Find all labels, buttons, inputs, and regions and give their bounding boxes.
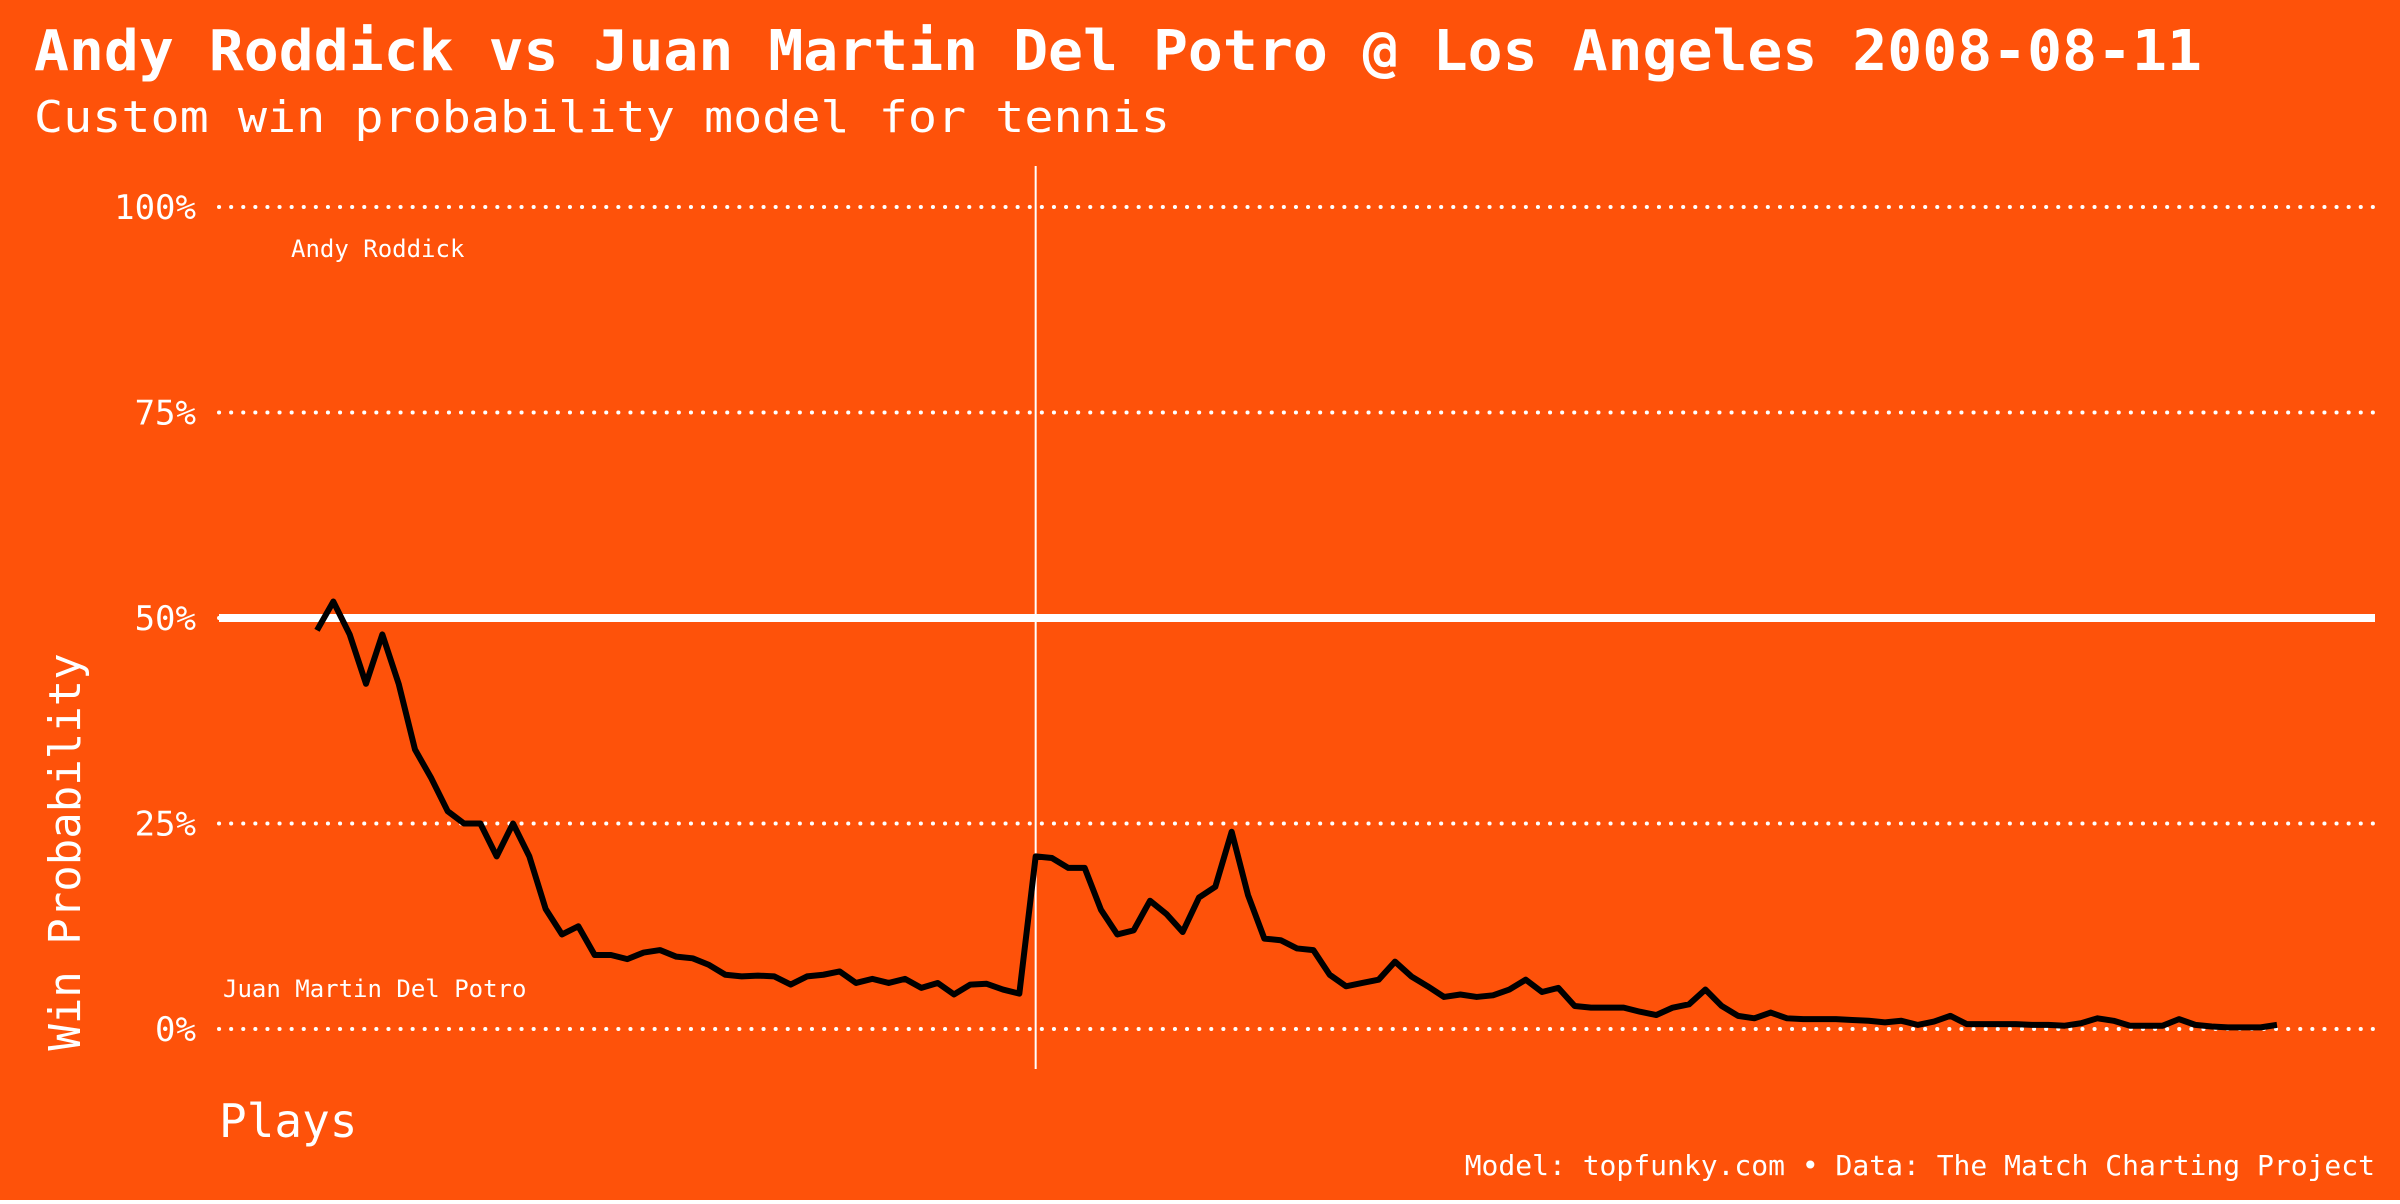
chart-title: Andy Roddick vs Juan Martin Del Potro @ … (34, 19, 2202, 84)
annotation: Andy Roddick (291, 235, 465, 263)
chart-subtitle: Custom win probability model for tennis (34, 92, 1170, 143)
y-tick-label: 100% (114, 188, 196, 228)
annotation: Juan Martin Del Potro (223, 975, 526, 1003)
y-tick-label: 0% (155, 1010, 196, 1050)
y-tick-label: 75% (135, 394, 196, 434)
caption: Model: topfunky.com • Data: The Match Ch… (1465, 1149, 2375, 1182)
x-axis-label: Plays (219, 1094, 357, 1148)
win-probability-line (314, 598, 2278, 1031)
y-axis-label: Win Probability (40, 653, 91, 1050)
y-tick-label: 25% (135, 805, 196, 845)
y-tick-label: 50% (135, 599, 196, 639)
